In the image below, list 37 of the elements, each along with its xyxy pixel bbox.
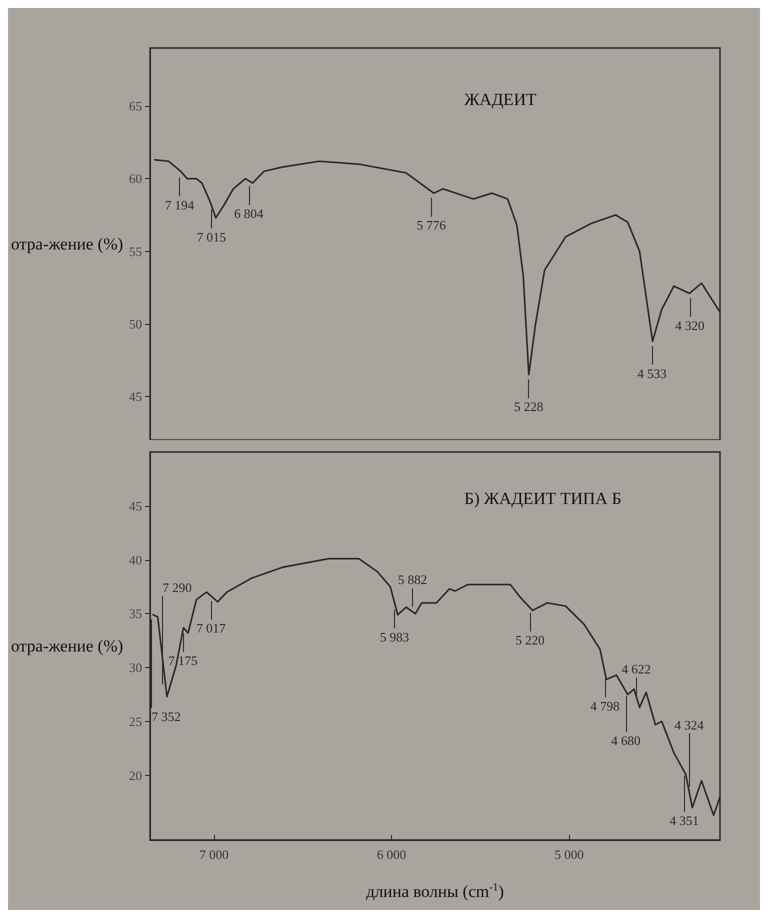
- y-tick-label: 35: [129, 606, 142, 622]
- annotation: 5 882: [398, 572, 428, 588]
- annotation: 7 352: [151, 708, 181, 724]
- x-tick-label: 5 000: [554, 847, 584, 862]
- x-tick-label: 7 000: [199, 847, 229, 862]
- y-tick-label: 40: [129, 552, 142, 568]
- y-tick-label: 45: [129, 498, 142, 514]
- text: ЖАДЕИТ: [464, 90, 537, 109]
- y-tick-label: 20: [129, 768, 142, 783]
- annotation: 6 804: [234, 206, 264, 222]
- y-tick-label: 65: [129, 98, 142, 114]
- annotation: 4 351: [670, 812, 699, 828]
- annotation: 4 533: [637, 366, 667, 381]
- annotation: 7 015: [196, 229, 226, 244]
- y-tick-label: 45: [129, 388, 142, 404]
- annotation: 7 175: [168, 653, 198, 668]
- y-tick-label: 30: [129, 660, 142, 676]
- y-tick-label: 50: [129, 316, 142, 332]
- y-tick-label: 25: [129, 714, 142, 729]
- text: Б) ЖАДЕИТ ТИПА Б: [464, 489, 622, 508]
- annotation: 4 622: [622, 662, 651, 677]
- x-tick-label: 6 000: [376, 847, 406, 862]
- annotation: 7 290: [162, 580, 192, 595]
- y-tick-label: 60: [129, 171, 142, 186]
- annotation: 4 798: [590, 698, 620, 714]
- y-axis-title: отра-жение (%): [10, 234, 124, 254]
- annotation: 5 983: [380, 629, 410, 644]
- annotation: 5 228: [514, 399, 544, 414]
- annotation: 7 017: [196, 620, 226, 636]
- annotation: 5 776: [416, 218, 446, 233]
- annotation: 4 324: [674, 717, 704, 732]
- y-tick-label: 55: [129, 244, 142, 259]
- annotation: 4 680: [611, 733, 641, 748]
- y-axis-title: отра-жение (%): [10, 636, 124, 656]
- annotation: 7 194: [164, 197, 195, 212]
- annotation: 5 220: [515, 632, 545, 648]
- annotation: 4 320: [675, 318, 704, 333]
